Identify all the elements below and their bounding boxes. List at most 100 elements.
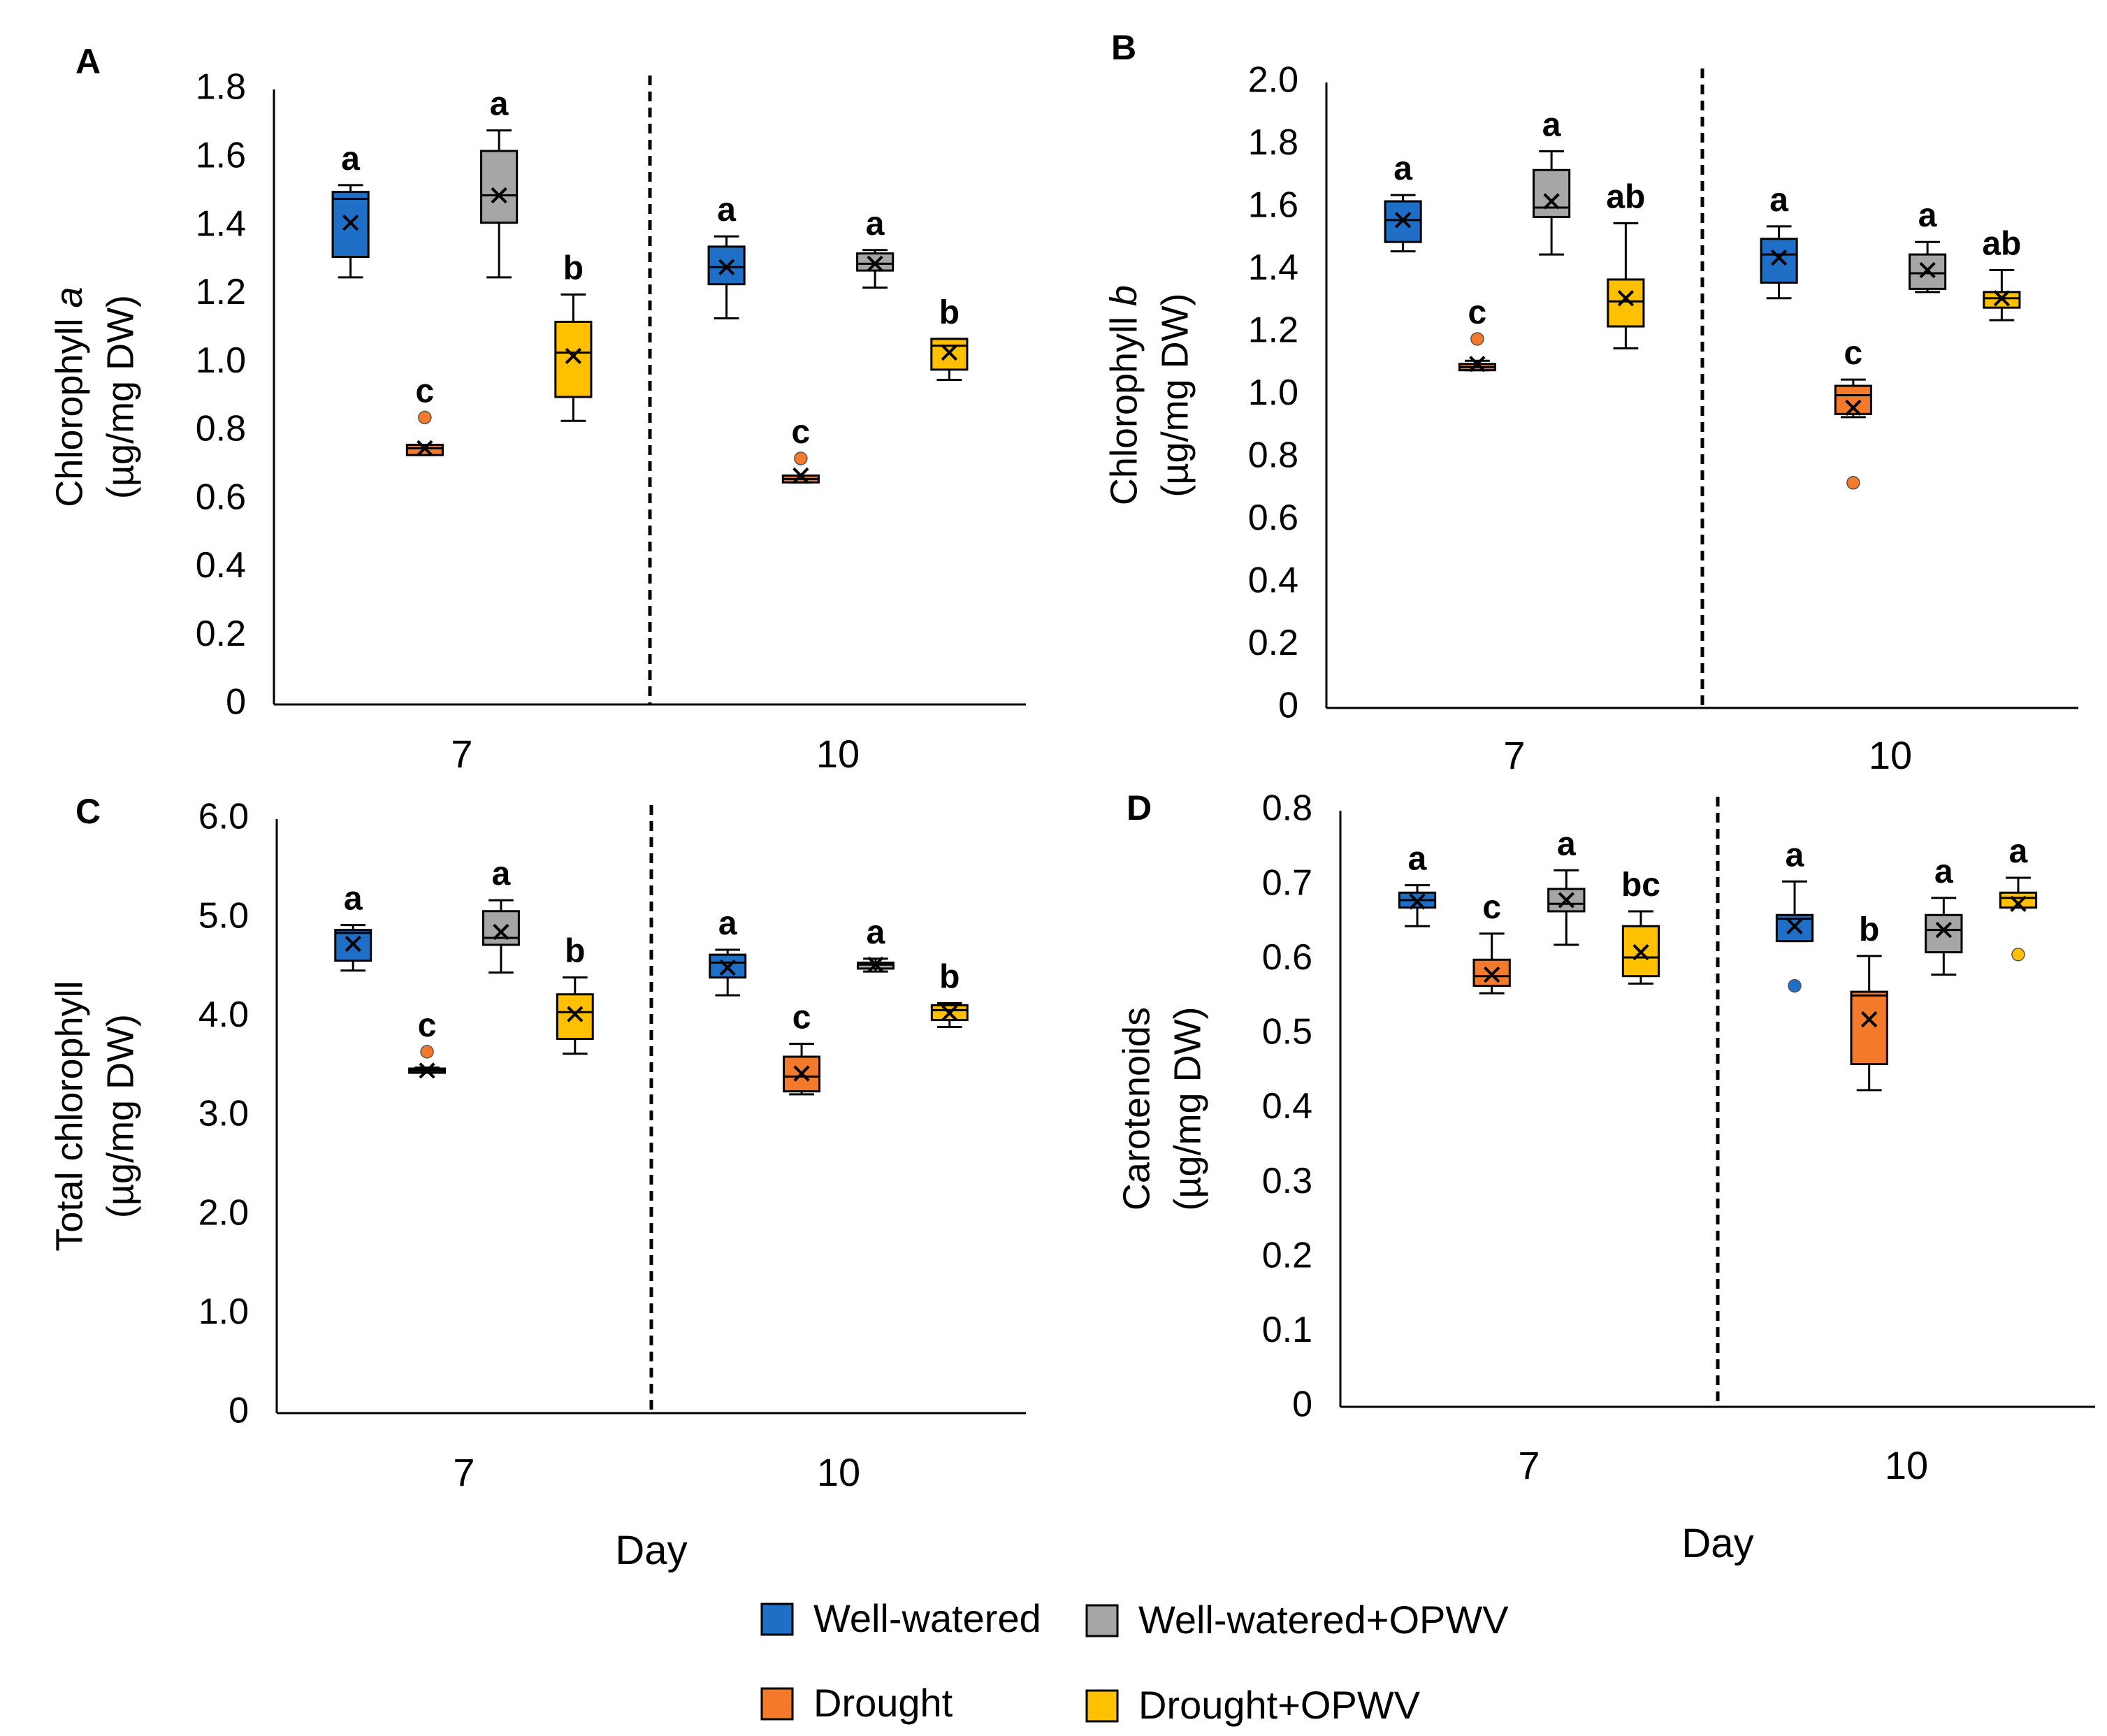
box-dr-day7: c — [1472, 889, 1511, 994]
legend-swatch — [760, 1603, 794, 1636]
significance-letter: ab — [1606, 178, 1645, 215]
y-tick-label: 0.2 — [1248, 623, 1298, 663]
y-axis-label-line-2: (µg/mg DW) — [1166, 1006, 1208, 1210]
legend-item-ww: Well-watered — [760, 1596, 1041, 1640]
y-tick-label: 1.0 — [1248, 372, 1298, 413]
y-tick-label: 0 — [1278, 686, 1298, 726]
mean-marker — [941, 1005, 958, 1022]
y-axis-label-line-2: (µg/mg DW) — [1154, 293, 1196, 497]
box-body — [1925, 913, 1963, 954]
y-tick-label: 1.6 — [196, 136, 246, 176]
mean-marker — [491, 187, 507, 204]
box-ww-day7: a — [331, 140, 370, 279]
significance-letter: a — [1408, 841, 1427, 878]
box-ww-day7: a — [334, 881, 372, 972]
box-body — [482, 910, 520, 946]
y-tick-label: 1.4 — [1248, 247, 1298, 288]
mean-marker — [793, 1065, 810, 1082]
box-dr-day10: c — [783, 999, 821, 1096]
significance-letter: c — [792, 999, 811, 1036]
panel-c: C 0 1.0 2.0 3.0 4.0 5.0 6.0 Total chlorophyll (µg… — [48, 792, 1026, 1573]
y-tick-label: 0.8 — [1262, 788, 1312, 829]
significance-letter: ab — [1982, 226, 2021, 263]
mean-marker — [867, 255, 883, 272]
significance-letter: c — [416, 372, 435, 410]
mean-marker — [1394, 212, 1412, 229]
box-body — [1850, 990, 1888, 1066]
y-tick-label: 4.0 — [198, 994, 249, 1035]
y-tick-label: 0.3 — [1262, 1161, 1312, 1201]
legend-item-wwo: Well-watered+OPWV — [1085, 1598, 1509, 1642]
box-wwo-day10: a — [856, 914, 895, 973]
x-tick-label: 7 — [451, 732, 472, 776]
box-dro-day10: b — [930, 959, 969, 1028]
y-tick-label: 0.4 — [196, 545, 246, 586]
box-dr-day7: c — [408, 1007, 447, 1079]
x-tick-label: 10 — [817, 1450, 860, 1494]
x-tick-label: 10 — [816, 732, 860, 776]
significance-letter: a — [1542, 106, 1561, 143]
significance-letter: b — [939, 959, 960, 996]
y-tick-label: 0.2 — [196, 614, 246, 654]
box-wwo-day7: a — [482, 855, 520, 974]
significance-letter: b — [939, 294, 960, 331]
y-tick-label: 2.0 — [1248, 60, 1298, 101]
significance-letter: a — [867, 914, 885, 951]
mean-marker — [1770, 249, 1788, 266]
box-wwo-day7: a — [1547, 825, 1586, 946]
y-axis-label-line-1: Carotenoids — [1115, 1007, 1157, 1210]
y-tick-label: 5.0 — [198, 895, 249, 936]
y-tick-label: 1.8 — [196, 67, 246, 108]
mean-marker — [719, 959, 736, 976]
mean-marker — [1632, 943, 1649, 961]
significance-letter: a — [1393, 150, 1412, 187]
y-tick-label: 2.0 — [198, 1192, 249, 1233]
significance-letter: c — [1468, 294, 1487, 331]
significance-letter: b — [565, 933, 585, 970]
legend-item-dr: Drought — [760, 1681, 953, 1725]
box-dro-day10: b — [930, 294, 969, 382]
outlier-point — [2011, 948, 2025, 962]
box-body — [1760, 238, 1798, 284]
x-axis-title: Day — [615, 1528, 687, 1573]
y-tick-label: 0.2 — [1262, 1235, 1312, 1275]
box-dro-day10: ab — [1982, 226, 2021, 321]
box-wwo-day10: a — [856, 205, 895, 289]
significance-letter: a — [1918, 197, 1937, 234]
box-wwo-day7: a — [480, 86, 519, 279]
y-tick-label: 0.6 — [1262, 937, 1312, 978]
y-tick-label: 1.2 — [196, 272, 246, 312]
box-body — [334, 929, 372, 962]
box-dr-day7: c — [405, 372, 444, 456]
y-tick-label: 0.7 — [1262, 862, 1312, 903]
panel-d: D 0 0.1 0.2 0.3 0.4 0.5 0.6 0.7 0.8 Carotenoids (µg… — [1115, 788, 2095, 1566]
box-wwo-day10: a — [1925, 853, 1963, 976]
mean-marker — [1861, 1011, 1878, 1028]
y-tick-label: 1.0 — [196, 340, 246, 381]
significance-letter: c — [1844, 335, 1863, 372]
outlier-point — [1846, 476, 1860, 490]
significance-letter: a — [717, 191, 736, 229]
box-ww-day10: a — [709, 905, 747, 997]
mean-marker — [1409, 893, 1426, 910]
box-dr-day10: c — [781, 414, 820, 484]
box-body — [554, 320, 593, 398]
box-body — [1533, 168, 1571, 218]
y-tick-label: 1.6 — [1248, 185, 1298, 226]
mean-marker — [342, 215, 359, 231]
x-tick-label: 10 — [1869, 733, 1912, 777]
outlier-point — [1470, 332, 1484, 346]
y-tick-label: 6.0 — [198, 797, 249, 837]
mean-marker — [567, 1006, 584, 1022]
box-ww-day7: a — [1398, 841, 1437, 927]
outlier-point — [418, 410, 432, 425]
panel-letter: D — [1127, 788, 1152, 827]
legend-label: Drought — [813, 1681, 953, 1725]
significance-letter: b — [563, 249, 584, 287]
box-wwo-day10: a — [1909, 197, 1947, 294]
significance-letter: a — [1786, 837, 1804, 874]
significance-letter: a — [2009, 833, 2028, 870]
y-tick-label: 0 — [229, 1391, 249, 1431]
y-tick-label: 1.0 — [198, 1292, 249, 1332]
